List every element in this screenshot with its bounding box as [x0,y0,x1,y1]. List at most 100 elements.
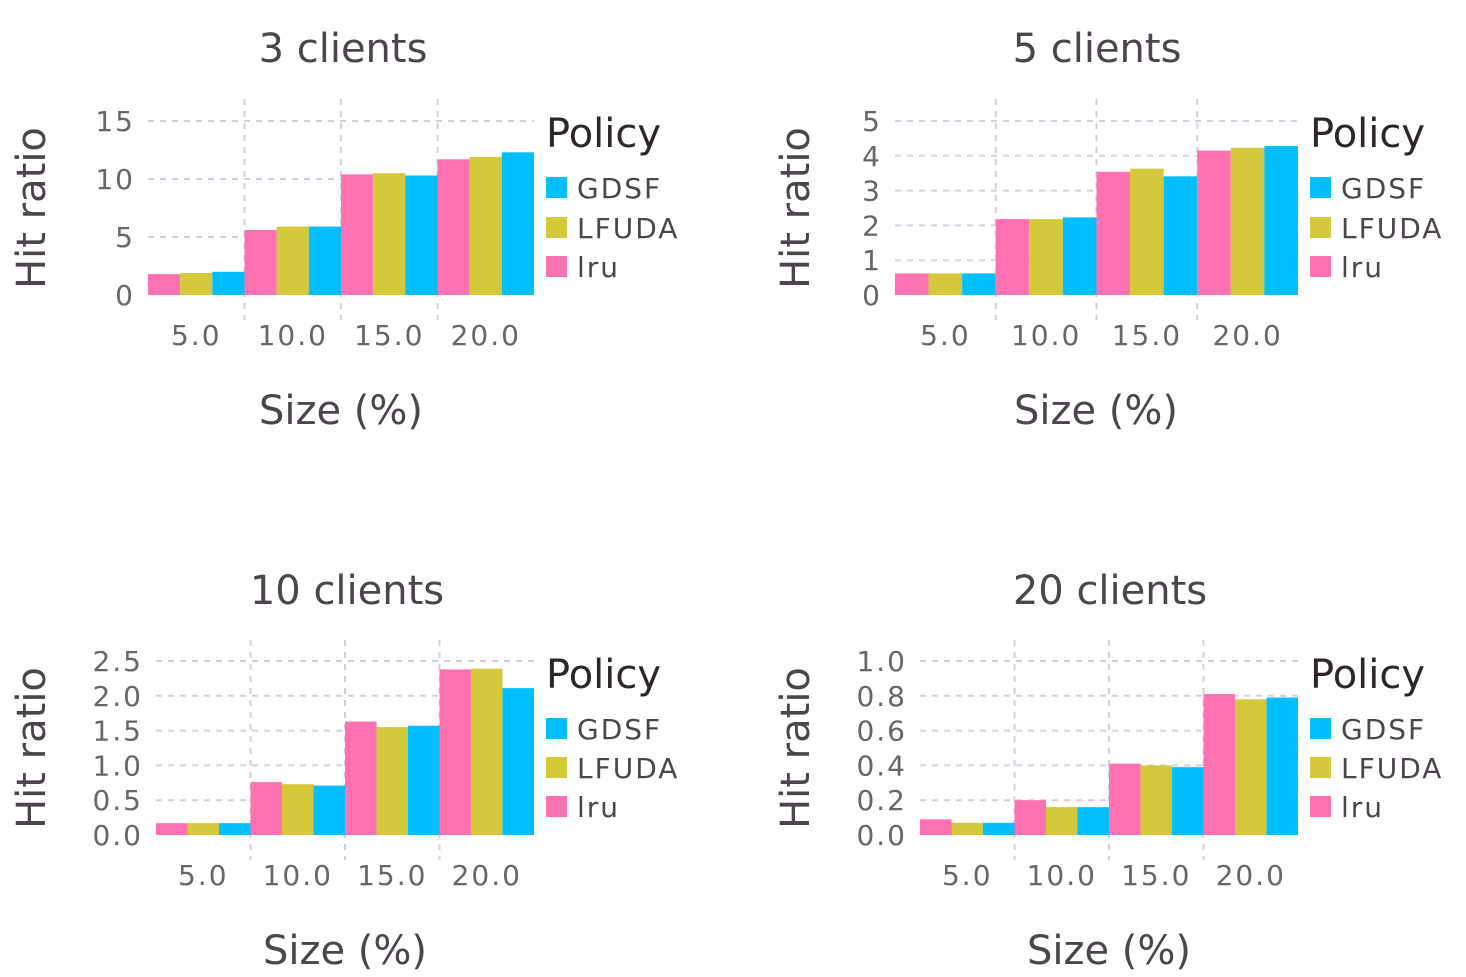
legend-label-lfuda: LFUDA [1341,752,1443,785]
bar-lru-20.0 [439,669,471,835]
legend-swatch-lfuda [1310,757,1331,778]
bar-lfuda-5.0 [951,822,983,835]
y-tick-label: 0 [115,279,135,312]
bar-gdsf-15.0 [405,175,438,295]
y-tick-label: 5 [115,221,135,254]
bar-lfuda-15.0 [373,173,406,295]
x-axis-title: Size (%) [259,388,423,434]
y-tick-label: 0.5 [92,784,143,817]
x-tick-label: 15.0 [357,859,427,892]
x-tick-label: 10.0 [258,319,328,352]
legend-swatch-gdsf [1310,177,1331,198]
legend: Policy GDSF LFUDA lru [546,111,679,284]
y-axis-title: Hit ratio [773,667,819,829]
bar-lru-20.0 [1197,150,1231,295]
legend-label-gdsf: GDSF [577,172,662,205]
bar-lru-5.0 [920,819,952,835]
y-tick-label: 0 [862,279,882,312]
bar-gdsf-15.0 [1163,176,1198,295]
legend-swatch-gdsf [546,718,567,739]
bar-gdsf-5.0 [962,273,996,295]
bar-lru-20.0 [1203,694,1235,835]
legend-label-lru: lru [1341,251,1384,284]
bar-gdsf-5.0 [983,822,1015,835]
y-tick-label: 0.2 [856,784,907,817]
chart-panel-1: 0 5 10 15 5.0 10.0 15.0 20.0 3 clients Size (%) Hi… [9,26,679,434]
legend: Policy GDSF LFUDA lru [1310,652,1443,824]
x-tick-label: 15.0 [1112,319,1182,352]
bar-lfuda-20.0 [1235,699,1267,835]
y-tick-label: 1.5 [92,715,143,748]
legend-title: Policy [546,111,661,157]
x-tick-label: 20.0 [1212,319,1282,352]
bar-lru-15.0 [345,721,377,835]
legend: Policy GDSF LFUDA lru [1310,111,1443,284]
x-tick-label: 20.0 [1216,859,1286,892]
bar-lru-20.0 [437,159,470,295]
legend-label-gdsf: GDSF [577,713,662,746]
chart-panel-4: 0.00.20.40.60.81.0 5.0 10.0 15.0 20.0 20 clie… [773,568,1443,974]
bar-lru-5.0 [895,273,929,295]
legend: Policy GDSF LFUDA lru [546,652,679,824]
x-tick-label: 15.0 [354,319,424,352]
y-tick-label: 3 [862,175,882,208]
bar-gdsf-5.0 [212,271,245,295]
bar-gdsf-10.0 [313,785,345,835]
legend-label-lru: lru [1341,791,1384,824]
y-tick-label: 0.4 [856,749,907,782]
y-tick-label: 10 [95,163,135,196]
legend-swatch-gdsf [546,177,567,198]
bar-lfuda-5.0 [928,273,963,295]
bar-lru-15.0 [341,174,374,295]
legend-label-lfuda: LFUDA [577,752,679,785]
y-tick-label: 15 [95,105,135,138]
bar-lfuda-10.0 [276,226,309,295]
x-tick-label: 15.0 [1121,859,1191,892]
legend-swatch-lru [546,796,567,817]
bar-lfuda-15.0 [376,727,408,835]
y-tick-label: 2.0 [92,680,143,713]
x-axis-title: Size (%) [1027,928,1191,974]
bar-gdsf-20.0 [1266,697,1298,835]
y-tick-label: 0.8 [856,680,907,713]
bar-gdsf-20.0 [1264,146,1298,295]
legend-label-lfuda: LFUDA [577,212,679,245]
x-tick-label: 20.0 [451,319,521,352]
y-tick-label: 2.5 [92,645,143,678]
legend-swatch-lru [1310,796,1331,817]
x-tick-label: 5.0 [942,859,993,892]
chart-title: 5 clients [1013,26,1182,72]
bar-lru-5.0 [148,274,181,295]
legend-title: Policy [546,652,661,698]
x-tick-label: 5.0 [171,319,222,352]
y-tick-label: 5 [862,105,882,138]
x-tick-label: 10.0 [263,859,333,892]
y-tick-label: 1 [862,244,882,277]
legend-label-gdsf: GDSF [1341,172,1426,205]
x-tick-label: 20.0 [452,859,522,892]
x-axis-title: Size (%) [1014,388,1178,434]
legend-label-lfuda: LFUDA [1341,212,1443,245]
chart-panel-3: 0.00.51.01.52.02.5 5.0 10.0 15.0 20.0 10 clie… [9,568,679,974]
y-axis-title: Hit ratio [9,667,55,829]
bar-lfuda-20.0 [1230,147,1265,295]
legend-swatch-lfuda [1310,217,1331,238]
x-tick-label: 10.0 [1027,859,1097,892]
x-tick-label: 5.0 [920,319,971,352]
chart-title: 10 clients [250,568,444,614]
chart-title: 3 clients [259,26,428,72]
legend-swatch-lru [546,256,567,277]
bar-lfuda-20.0 [469,156,502,295]
y-axis-title: Hit ratio [9,127,55,289]
bar-lru-15.0 [1096,171,1131,295]
bar-lru-10.0 [250,782,282,835]
bar-lru-5.0 [156,823,188,835]
bar-gdsf-5.0 [219,823,251,835]
chart-title: 20 clients [1013,568,1207,614]
bar-gdsf-10.0 [1062,217,1097,295]
bar-gdsf-15.0 [1172,767,1204,835]
bar-lfuda-5.0 [187,823,219,835]
bar-gdsf-10.0 [308,226,341,295]
bar-lfuda-15.0 [1140,765,1172,835]
